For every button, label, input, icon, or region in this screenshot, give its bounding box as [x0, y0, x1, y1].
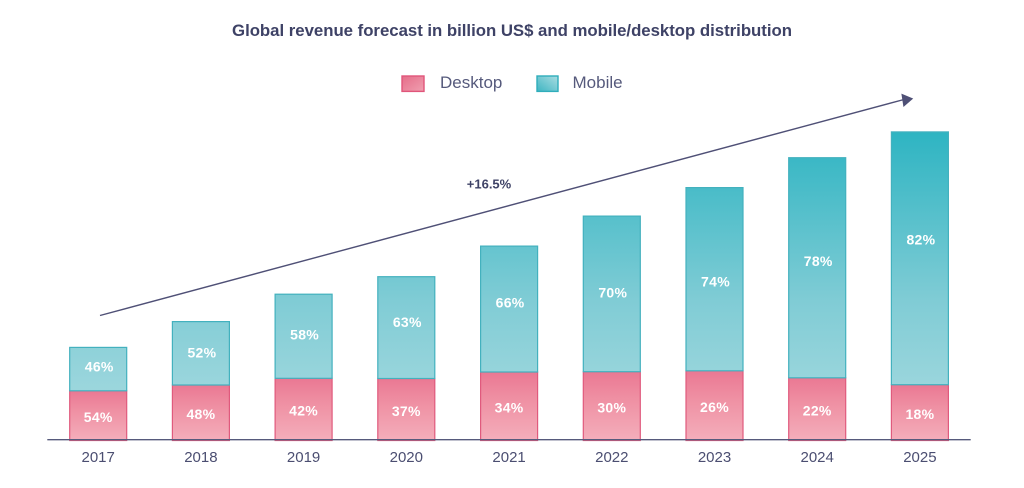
svg-text:2020: 2020	[390, 449, 423, 466]
svg-text:82%: 82%	[906, 232, 935, 248]
svg-text:2017: 2017	[82, 449, 115, 466]
svg-text:42%: 42%	[289, 403, 318, 419]
svg-text:Desktop: Desktop	[440, 73, 502, 92]
svg-text:52%: 52%	[187, 345, 216, 361]
svg-text:78%: 78%	[804, 253, 833, 269]
svg-text:2024: 2024	[801, 449, 834, 466]
svg-text:Global revenue forecast in bil: Global revenue forecast in billion US$ a…	[232, 21, 792, 40]
svg-text:2021: 2021	[492, 449, 525, 466]
svg-text:63%: 63%	[393, 314, 422, 330]
svg-text:18%: 18%	[905, 406, 934, 422]
svg-text:2019: 2019	[287, 449, 320, 466]
svg-text:26%: 26%	[700, 399, 729, 415]
svg-text:70%: 70%	[598, 285, 627, 301]
svg-text:2018: 2018	[184, 449, 217, 466]
svg-text:22%: 22%	[803, 402, 832, 418]
svg-text:Mobile: Mobile	[573, 73, 623, 92]
svg-text:66%: 66%	[496, 295, 525, 311]
svg-text:30%: 30%	[597, 399, 626, 415]
svg-text:34%: 34%	[495, 400, 524, 416]
svg-text:2025: 2025	[903, 449, 936, 466]
svg-text:+16.5%: +16.5%	[467, 177, 512, 192]
svg-text:2023: 2023	[698, 449, 731, 466]
svg-text:46%: 46%	[85, 359, 114, 375]
svg-text:58%: 58%	[290, 326, 319, 342]
svg-text:54%: 54%	[84, 409, 113, 425]
svg-text:37%: 37%	[392, 403, 421, 419]
svg-text:48%: 48%	[186, 406, 215, 422]
svg-text:2022: 2022	[595, 449, 628, 466]
svg-text:74%: 74%	[701, 273, 730, 289]
